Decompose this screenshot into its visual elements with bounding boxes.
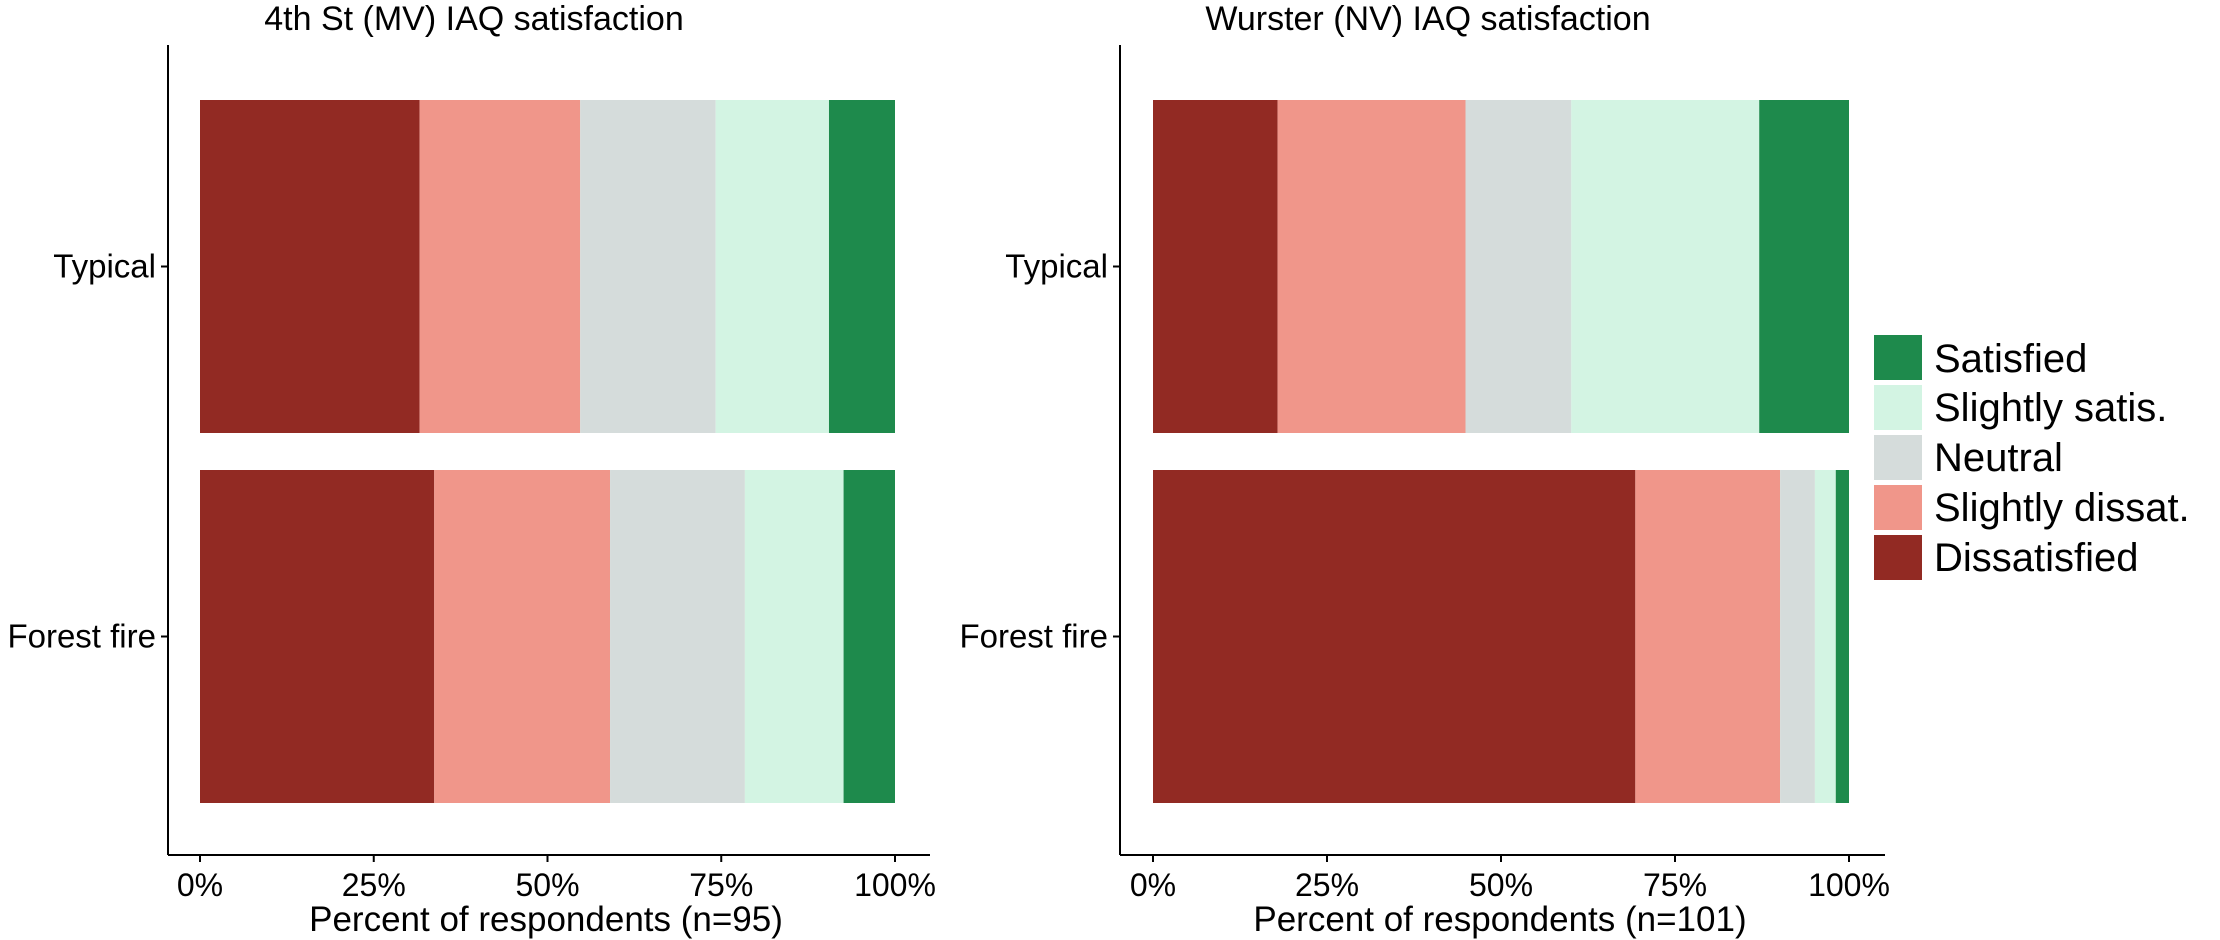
bar-segment bbox=[715, 100, 829, 433]
bar-segment bbox=[828, 100, 895, 433]
bar-segment bbox=[610, 470, 745, 803]
bar-segment bbox=[1835, 470, 1849, 803]
chart-title: Wurster (NV) IAQ satisfaction bbox=[1205, 0, 1650, 38]
x-tick-label: 75% bbox=[689, 867, 753, 903]
bar-segment bbox=[200, 470, 435, 803]
y-ticks-group: Typical Forest fire bbox=[7, 248, 168, 655]
x-tick-label: 25% bbox=[1295, 867, 1359, 903]
x-ticks-group: 0% 25% 50% 75% 100% bbox=[177, 855, 936, 903]
legend-swatch bbox=[1874, 435, 1922, 480]
bars-group bbox=[200, 100, 895, 803]
x-ticks-group: 0% 25% 50% 75% 100% bbox=[1130, 855, 1890, 903]
legend-label: Slightly dissat. bbox=[1934, 486, 2190, 530]
y-tick-label: Typical bbox=[1005, 248, 1108, 285]
x-tick-label: 50% bbox=[515, 867, 579, 903]
bar-segment bbox=[843, 470, 895, 803]
bar-segment bbox=[1759, 100, 1849, 433]
legend-label: Dissatisfied bbox=[1934, 536, 2139, 580]
bar-segment bbox=[1153, 100, 1278, 433]
chart-panel-wurster: Wurster (NV) IAQ satisfaction Typical For… bbox=[959, 0, 1889, 939]
x-axis-title: Percent of respondents (n=101) bbox=[1253, 900, 1746, 939]
legend-label: Neutral bbox=[1934, 436, 2063, 480]
bar-segment bbox=[1277, 100, 1466, 433]
chart-legend: Satisfied Slightly satis. Neutral Slight… bbox=[1874, 335, 2190, 580]
legend-swatch bbox=[1874, 485, 1922, 530]
bar-segment bbox=[580, 100, 716, 433]
legend-label: Satisfied bbox=[1934, 337, 2087, 381]
x-tick-label: 0% bbox=[177, 867, 223, 903]
bar-segment bbox=[1635, 470, 1781, 803]
bar-segment bbox=[200, 100, 420, 433]
bar-segment bbox=[1571, 100, 1760, 433]
x-tick-label: 0% bbox=[1130, 867, 1176, 903]
x-tick-label: 75% bbox=[1643, 867, 1707, 903]
x-tick-label: 100% bbox=[854, 867, 936, 903]
bar-segment bbox=[1153, 470, 1636, 803]
bar-segment bbox=[419, 100, 581, 433]
bar-segment bbox=[744, 470, 844, 803]
bar-segment bbox=[1814, 470, 1836, 803]
legend-swatch bbox=[1874, 335, 1922, 380]
chart-title: 4th St (MV) IAQ satisfaction bbox=[264, 0, 683, 38]
legend-swatch bbox=[1874, 535, 1922, 580]
bar-segment bbox=[1465, 100, 1572, 433]
x-tick-label: 50% bbox=[1469, 867, 1533, 903]
legend-swatch bbox=[1874, 385, 1922, 430]
y-tick-label: Typical bbox=[53, 248, 156, 285]
chart-panel-4th-st: 4th St (MV) IAQ satisfaction Typical Fore… bbox=[7, 0, 935, 939]
y-ticks-group: Typical Forest fire bbox=[959, 248, 1120, 655]
x-tick-label: 25% bbox=[342, 867, 406, 903]
legend-label: Slightly satis. bbox=[1934, 386, 2167, 430]
x-tick-label: 100% bbox=[1808, 867, 1890, 903]
bar-segment bbox=[1780, 470, 1815, 803]
y-tick-label: Forest fire bbox=[959, 618, 1108, 655]
bar-segment bbox=[434, 470, 611, 803]
x-axis-title: Percent of respondents (n=95) bbox=[309, 900, 783, 939]
y-tick-label: Forest fire bbox=[7, 618, 156, 655]
bars-group bbox=[1153, 100, 1849, 803]
